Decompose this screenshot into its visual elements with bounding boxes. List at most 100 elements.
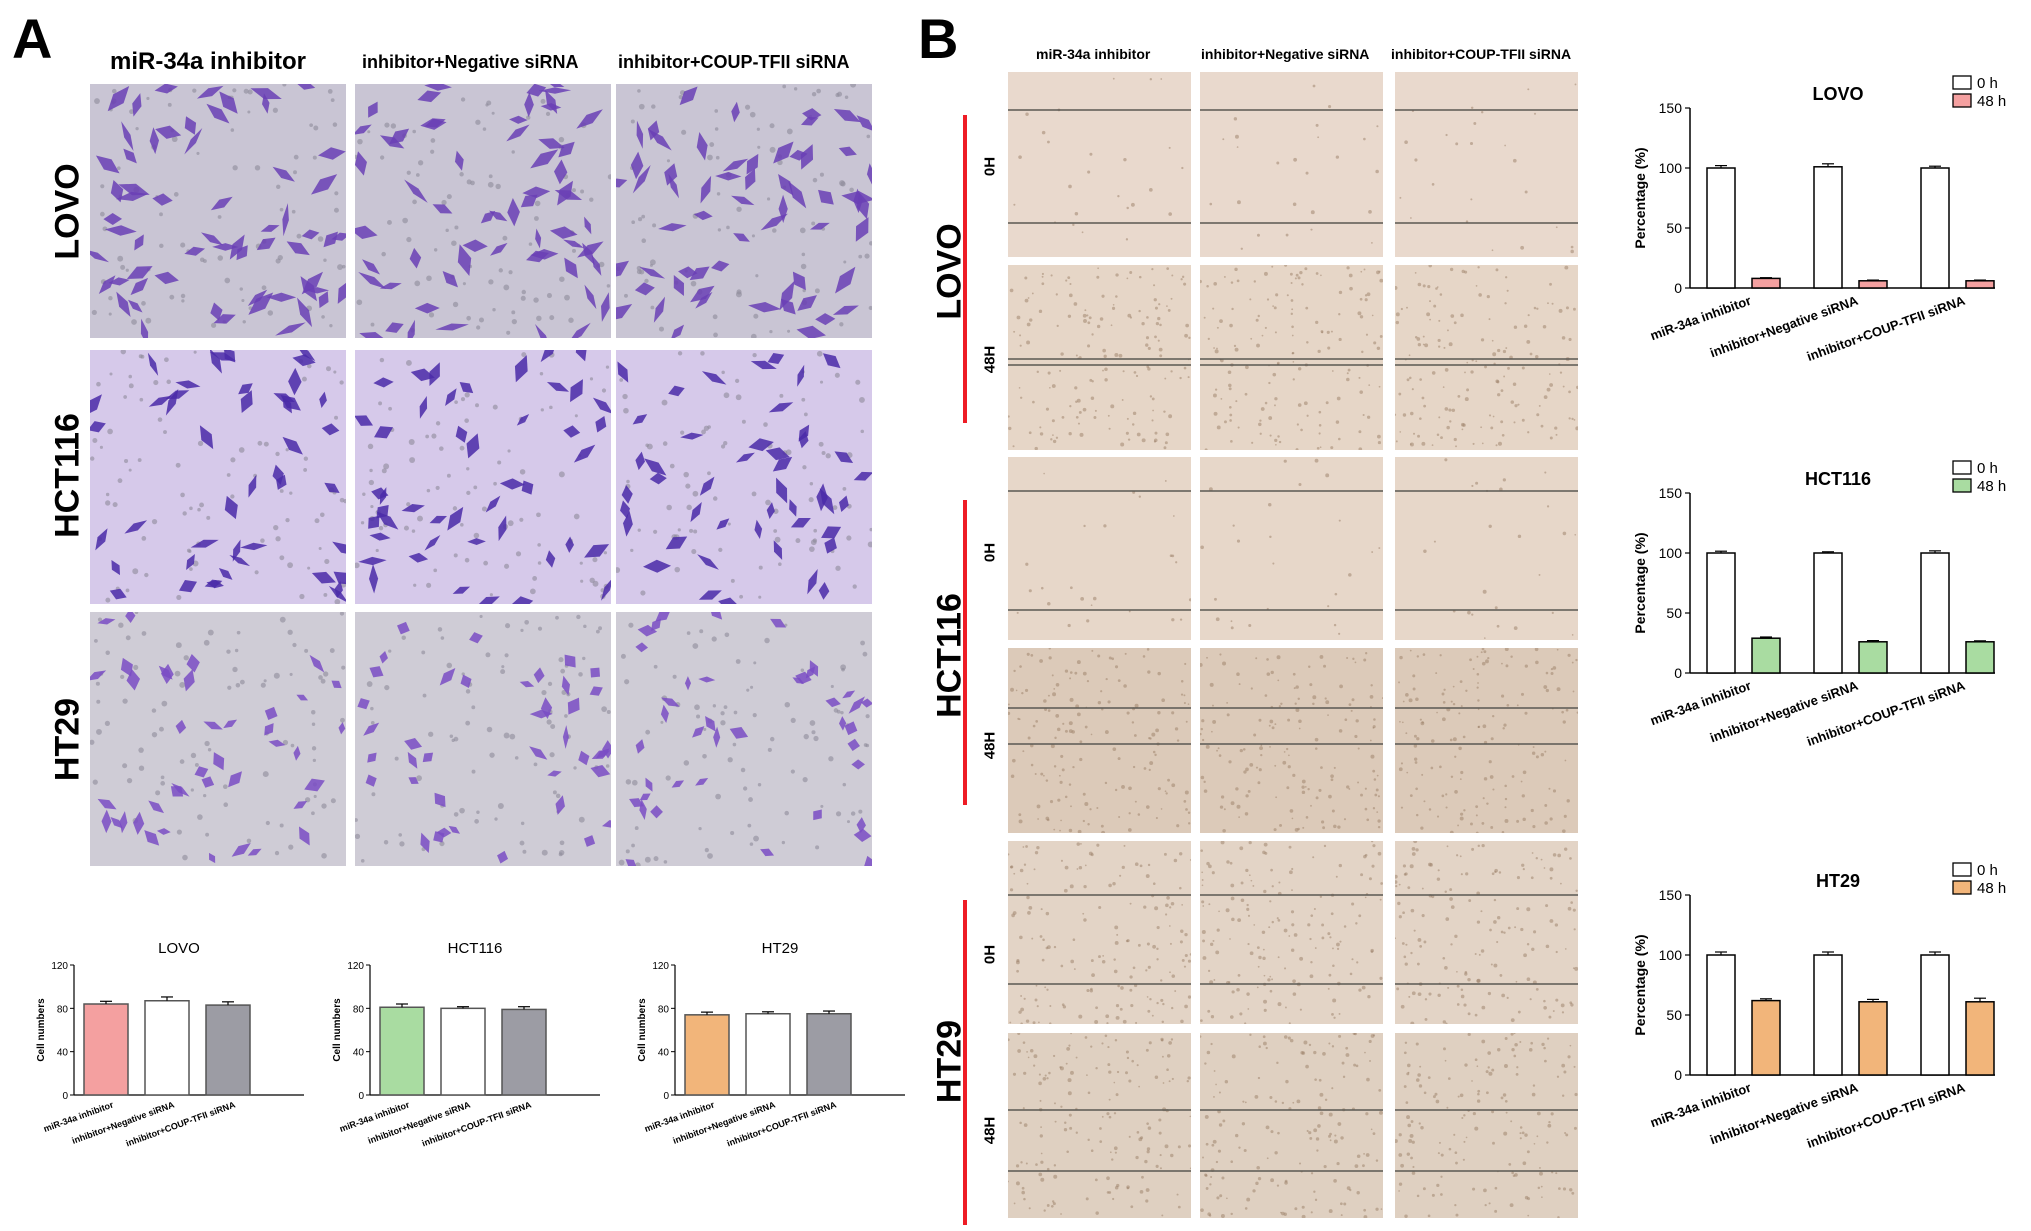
panel-b-label: B — [918, 7, 959, 70]
y-tick-label: 0 — [358, 1091, 364, 1102]
scratch-image-ht29-0h-3 — [1395, 841, 1578, 1024]
scratch-image-ht29-48h-1 — [1008, 1033, 1191, 1218]
bar — [205, 1004, 251, 1096]
scratch-image-lovo-48h-1 — [1008, 265, 1191, 450]
chart-title: LOVO — [1812, 84, 1863, 104]
bar — [1858, 1001, 1888, 1076]
scratch-image-ht29-0h-2 — [1200, 841, 1383, 1024]
chart-title: LOVO — [158, 940, 200, 957]
bar — [684, 1014, 730, 1096]
panel-b-column-header-3: inhibitor+COUP-TFII siRNA — [1391, 46, 1572, 62]
time-label-lovo-48h: 48H — [981, 345, 999, 374]
panel-b-row-label-lovo: LOVO — [930, 223, 969, 320]
panel-a-row-label-hct116: HCT116 — [48, 413, 87, 538]
legend-swatch — [1952, 75, 1972, 90]
bar — [1813, 954, 1843, 1076]
panel-a-label: A — [12, 7, 53, 70]
transwell-image-lovo-1 — [90, 84, 346, 338]
legend-label: 48 h — [1977, 478, 2006, 495]
scratch-image-lovo-48h-3 — [1395, 265, 1578, 450]
scratch-image-ht29-48h-3 — [1395, 1033, 1578, 1218]
y-tick-label: 100 — [1659, 947, 1683, 963]
y-tick-label: 150 — [1659, 100, 1683, 116]
time-label-ht29-48h: 48H — [981, 1116, 999, 1145]
transwell-image-ht29-2 — [355, 612, 611, 866]
transwell-image-hct116-2 — [355, 350, 611, 604]
y-tick-label: 0 — [62, 1091, 68, 1102]
chart-title: HCT116 — [1805, 469, 1871, 489]
scratch-image-hct116-48h-3 — [1395, 648, 1578, 833]
y-tick-label: 0 — [1674, 280, 1682, 296]
y-axis-label: Percentage (%) — [1632, 532, 1648, 633]
bar — [806, 1013, 852, 1096]
y-tick-label: 120 — [51, 961, 68, 972]
y-axis-label: Cell numbers — [637, 998, 648, 1062]
category-label: inhibitor+Negative siRNA — [71, 1099, 177, 1146]
bar — [379, 1006, 425, 1096]
y-tick-label: 0 — [663, 1091, 669, 1102]
category-label: inhibitor+COUP-TFII siRNA — [725, 1099, 838, 1148]
y-tick-label: 120 — [347, 961, 364, 972]
scratch-image-hct116-48h-2 — [1200, 648, 1383, 833]
bar — [1751, 999, 1781, 1076]
y-tick-label: 50 — [1666, 1007, 1682, 1023]
panel-b-column-header-2: inhibitor+Negative siRNA — [1201, 46, 1370, 62]
time-label-hct116-0h: 0H — [981, 542, 999, 563]
bar — [83, 1003, 129, 1096]
y-tick-label: 150 — [1659, 485, 1683, 501]
bar — [1706, 167, 1736, 289]
y-axis-label: Percentage (%) — [1632, 147, 1648, 248]
legend-label: 0 h — [1977, 75, 1998, 92]
lovo-group-marker — [963, 115, 967, 423]
bar — [1965, 1001, 1995, 1076]
legend-swatch — [1952, 880, 1972, 895]
y-tick-label: 100 — [1659, 545, 1683, 561]
panel-b-row-label-hct116: HCT116 — [930, 593, 969, 718]
transwell-image-ht29-1 — [90, 612, 346, 866]
panel-a-column-header-3: inhibitor+COUP-TFII siRNA — [618, 52, 850, 72]
category-label: inhibitor+Negative siRNA — [672, 1099, 778, 1146]
panel-a-row-label-lovo: LOVO — [48, 163, 87, 260]
transwell-image-hct116-1 — [90, 350, 346, 604]
scratch-image-hct116-0h-2 — [1200, 457, 1383, 640]
bar — [1751, 637, 1781, 674]
legend-swatch — [1952, 862, 1972, 877]
bar — [440, 1007, 486, 1096]
scratch-image-hct116-0h-3 — [1395, 457, 1578, 640]
scratch-image-lovo-0h-1 — [1008, 72, 1191, 257]
scratch-image-lovo-0h-3 — [1395, 72, 1578, 257]
bar — [745, 1013, 791, 1096]
transwell-image-hct116-3 — [616, 350, 872, 604]
y-tick-label: 40 — [658, 1048, 670, 1059]
y-axis-label: Cell numbers — [36, 998, 47, 1062]
y-tick-label: 50 — [1666, 605, 1682, 621]
y-tick-label: 0 — [1674, 665, 1682, 681]
bar — [1920, 167, 1950, 289]
chart-title: HT29 — [1816, 871, 1860, 891]
ht29-group-marker — [963, 900, 967, 1225]
bar — [1706, 552, 1736, 674]
time-label-lovo-0h: 0H — [981, 156, 999, 177]
category-label: inhibitor+COUP-TFII siRNA — [420, 1099, 533, 1148]
bar — [144, 1000, 190, 1096]
panel-a-row-label-ht29: HT29 — [48, 697, 87, 782]
panel-b-row-label-ht29: HT29 — [930, 1019, 969, 1104]
y-tick-label: 80 — [658, 1004, 670, 1015]
scratch-image-hct116-48h-1 — [1008, 648, 1191, 833]
legend-swatch — [1952, 93, 1972, 108]
chart-title: HT29 — [762, 940, 799, 957]
transwell-image-ht29-3 — [616, 612, 872, 866]
category-label: inhibitor+Negative siRNA — [367, 1099, 473, 1146]
chart-title: HCT116 — [448, 940, 503, 957]
bar — [1706, 954, 1736, 1076]
bar — [501, 1008, 547, 1096]
y-tick-label: 80 — [353, 1004, 365, 1015]
legend-label: 0 h — [1977, 862, 1998, 879]
hct116-group-marker — [963, 500, 967, 805]
